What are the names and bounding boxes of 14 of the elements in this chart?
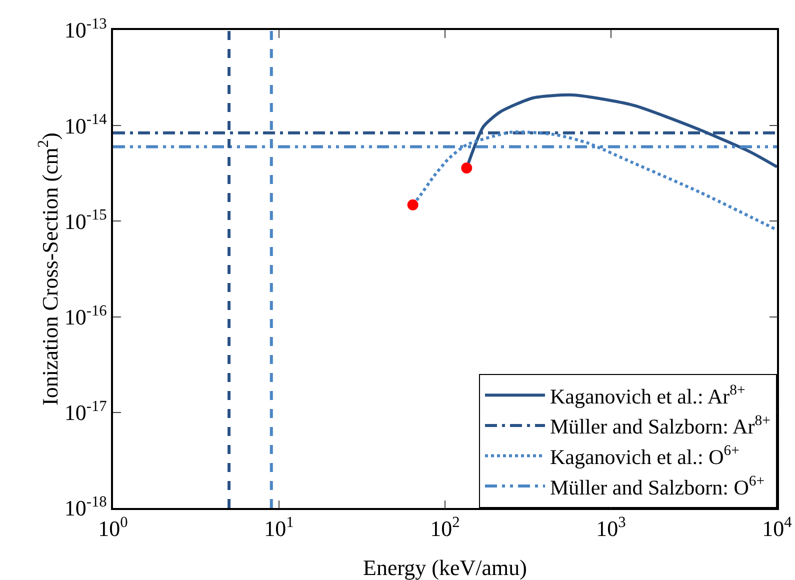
legend-label: Kaganovich et al.: O$^{6+}$: [550, 443, 740, 469]
x-tick-label: 10$^{2}$: [430, 514, 460, 542]
x-tick-label: 10$^{3}$: [596, 514, 626, 542]
y-tick-label: 10$^{-14}$: [64, 111, 108, 138]
legend-label: Kaganovich et al.: Ar$^{8+}$: [550, 382, 746, 408]
y-tick-label: 10$^{-13}$: [64, 15, 108, 43]
legend-label: Müller and Salzborn: Ar$^{8+}$: [550, 412, 770, 439]
x-tick-label: 10$^{1}$: [264, 514, 294, 542]
x-axis-title: Energy (keV/amu): [363, 555, 527, 580]
y-tick-label: 10$^{-17}$: [64, 398, 108, 426]
x-tick-label: 10$^{4}$: [762, 514, 792, 542]
legend-label: Müller and Salzborn: O$^{6+}$: [550, 473, 765, 500]
y-tick-label: 10$^{-16}$: [64, 302, 108, 330]
y-tick-label: 10$^{-15}$: [64, 206, 108, 234]
